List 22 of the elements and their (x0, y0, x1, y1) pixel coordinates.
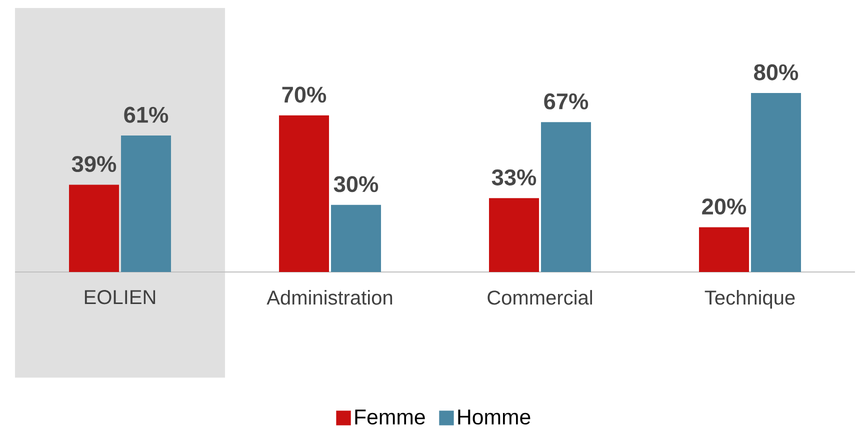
bar (121, 136, 172, 272)
bar (69, 184, 120, 272)
bar (541, 122, 592, 272)
data-label: 80% (754, 64, 798, 80)
legend-label: Homme (458, 410, 530, 425)
x-tick-label: EOLIEN (84, 290, 156, 304)
data-label: 61% (124, 106, 168, 123)
data-label: 70% (282, 86, 326, 103)
x-tick-label: Administration (266, 290, 392, 305)
bar (489, 198, 540, 272)
data-label: 39% (72, 156, 116, 172)
bar (331, 205, 382, 272)
data-label: 33% (492, 170, 536, 186)
data-label: 20% (702, 198, 746, 215)
bar (699, 227, 749, 272)
data-label: 67% (544, 94, 588, 110)
x-tick-label: Commercial (488, 290, 592, 305)
bar (751, 93, 801, 272)
data-label: 30% (334, 176, 378, 192)
bar (279, 116, 330, 272)
x-tick-label: Technique (704, 290, 795, 309)
legend-label: Femme (355, 410, 425, 425)
